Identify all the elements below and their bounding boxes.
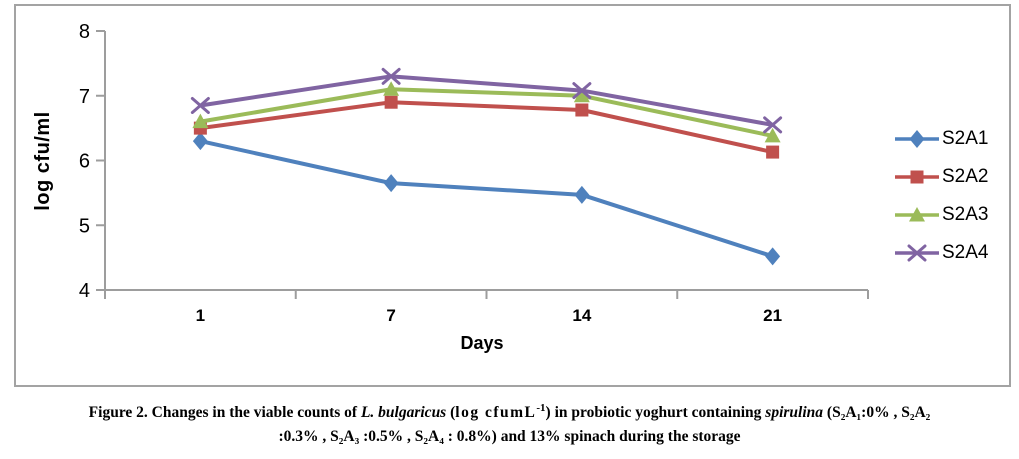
caption-superscript: -1 [536,402,546,414]
x-tick-label: 7 [386,306,395,325]
y-tick-label: 6 [79,151,90,173]
marker-diamond [383,174,399,193]
legend-label: S2A3 [942,204,989,225]
line-chart-plot: 4 5 6 7 8 1 7 14 21 [79,21,869,325]
legend-item-S2A4: S2A4 [894,234,1006,272]
marker-x [190,96,210,114]
caption-text: ) in probiotic yoghurt containing [545,404,766,422]
legend-swatch-x [895,244,939,262]
caption-text: (S₂A₁:0% , S₂A₂ [823,404,931,422]
series-line-S2A2 [198,100,775,155]
series-line-S2A1 [198,139,775,259]
marker-x [907,244,927,262]
legend-swatch-diamond [895,130,939,148]
legend-swatch-square [895,170,939,184]
figure-caption: Figure 2. Changes in the viable counts o… [0,396,1019,449]
marker-diamond [192,132,208,151]
caption-line-1: Figure 2. Changes in the viable counts o… [0,396,1019,425]
y-axis-title: log cfu/ml [32,111,54,211]
series-line-S2A4 [198,74,775,127]
legend-item-S2A3: S2A3 [894,196,1006,234]
caption-line-2: :0.3% , S₂A₃ :0.5% , S₂A₄ : 0.8%) and 13… [0,425,1019,449]
caption-units: log cfumL [455,404,537,422]
marker-square [575,103,589,117]
marker-triangle [192,113,209,129]
caption-text: Figure 2. Changes in the viable counts o… [88,404,361,422]
series-line-S2A3 [198,87,775,138]
marker-x-stroke [572,82,592,100]
legend-item-S2A2: S2A2 [894,158,1006,196]
marker-x [763,116,783,134]
marker-x-stroke [763,116,783,134]
marker-diamond [574,185,590,204]
marker-diamond [765,247,781,266]
y-tick-label: 5 [79,215,90,237]
legend-label: S2A1 [942,128,989,149]
marker-x-stroke [190,96,210,114]
caption-organism: L. bulgaricus [360,404,447,422]
marker-x-stroke [381,67,401,85]
x-tick-label: 21 [763,306,782,325]
legend-label: S2A4 [942,242,989,263]
marker-triangle [764,127,781,143]
y-tick-label: 8 [79,21,90,43]
x-tick-label: 14 [572,306,591,325]
marker-x [572,82,592,100]
marker-triangle [909,207,925,222]
x-tick-label: 1 [196,306,205,325]
y-tick-label: 7 [79,86,90,108]
x-axis-title: Days [460,333,504,353]
chart-frame: 4 5 6 7 8 1 7 14 21 log cfu/ml Days S2A1 S2A2 S2A3… [14,4,1011,387]
marker-square [766,145,780,159]
marker-x [381,67,401,85]
caption-text: :0.3% , S₂A₃ :0.5% , S₂A₄ : 0.8%) and 13… [278,428,741,446]
marker-diamond [909,130,925,148]
caption-ingredient: spirulina [765,404,824,422]
marker-square [384,95,398,109]
chart-legend: S2A1 S2A2 S2A3 S2A4 [894,120,1006,272]
marker-x-stroke [907,244,927,262]
caption-text: ( [446,404,456,422]
y-tick-label: 4 [79,280,90,302]
legend-item-S2A1: S2A1 [894,120,1006,158]
marker-triangle [573,87,590,103]
marker-square [910,170,924,184]
legend-label: S2A2 [942,166,989,187]
marker-triangle [383,81,400,96]
legend-swatch-triangle [895,207,939,222]
